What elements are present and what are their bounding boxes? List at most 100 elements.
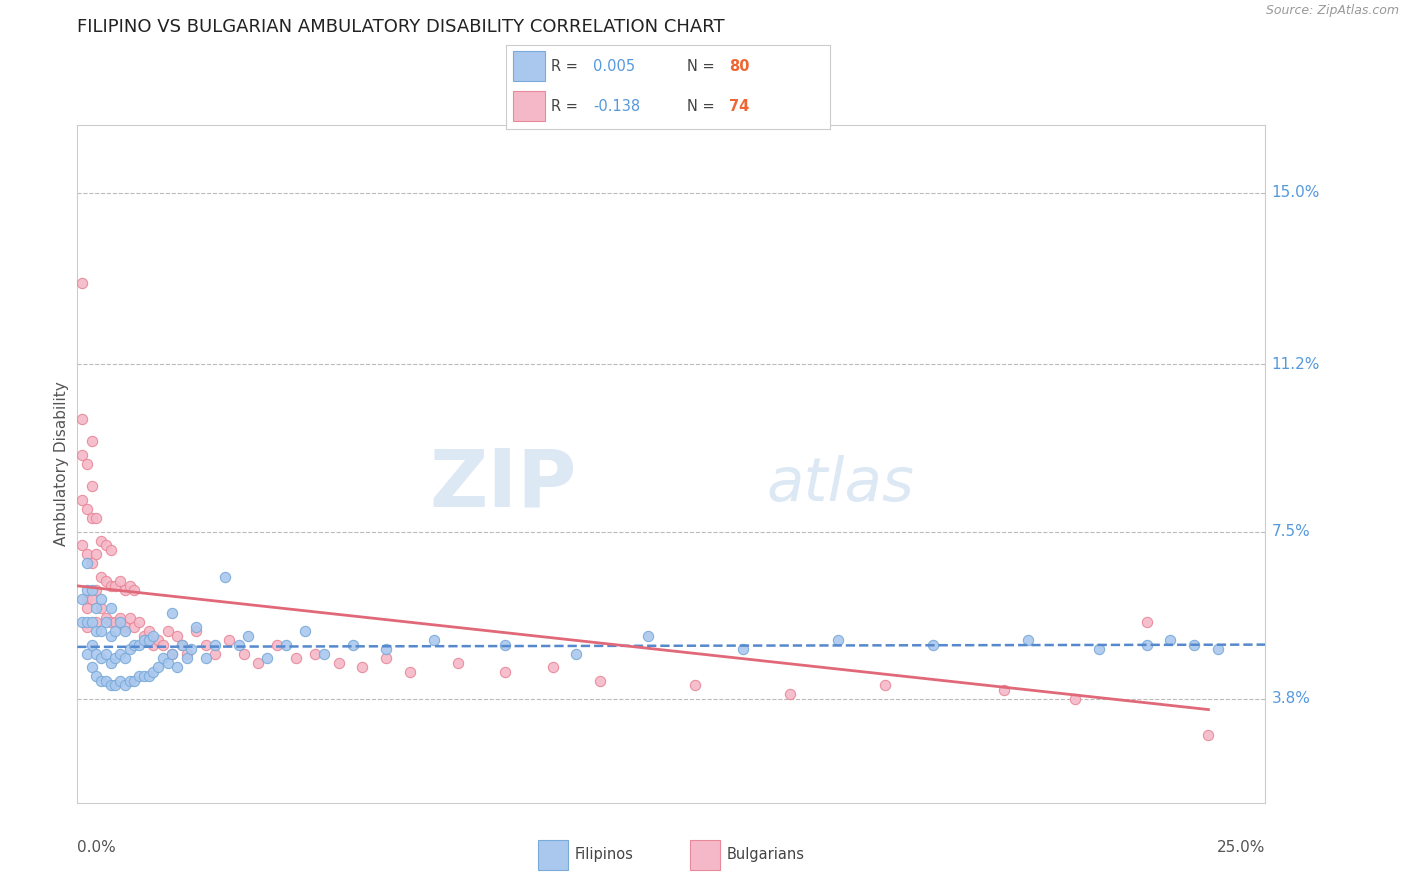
Point (94, 673, 117, 688)
Text: 25.0%: 25.0% (1218, 840, 1265, 855)
Point (304, 647, 326, 661)
Text: ZIP: ZIP (429, 445, 576, 524)
Point (204, 638, 226, 652)
Point (76, 647, 98, 661)
Point (124, 583, 146, 598)
Point (108, 615, 131, 629)
Point (76, 615, 98, 629)
Point (100, 629, 122, 643)
Point (142, 638, 165, 652)
Point (104, 579, 127, 593)
Point (218, 633, 240, 648)
Point (108, 673, 131, 688)
Point (86, 511, 108, 525)
Y-axis label: Ambulatory Disability: Ambulatory Disability (53, 382, 69, 546)
Point (94, 647, 117, 661)
Point (146, 633, 169, 648)
Point (156, 624, 179, 638)
Point (86, 615, 108, 629)
Point (194, 651, 217, 665)
Point (70, 493, 93, 508)
Point (1088, 642, 1111, 657)
Text: R =: R = (551, 98, 583, 113)
Point (104, 624, 127, 638)
Point (138, 633, 160, 648)
Point (342, 638, 364, 652)
Text: 3.8%: 3.8% (1271, 691, 1310, 706)
Point (176, 651, 198, 665)
Point (423, 633, 446, 648)
Point (76, 601, 98, 615)
Point (180, 642, 202, 657)
Point (170, 638, 193, 652)
Point (186, 624, 208, 638)
Point (80, 660, 103, 674)
Point (124, 673, 146, 688)
Text: 0.0%: 0.0% (77, 840, 117, 855)
Point (104, 651, 127, 665)
Text: 15.0%: 15.0% (1271, 186, 1320, 200)
Point (132, 669, 155, 683)
Text: atlas: atlas (766, 455, 914, 514)
Point (80, 592, 103, 607)
Point (80, 556, 103, 570)
Point (86, 601, 108, 615)
Point (1017, 633, 1039, 648)
Point (993, 682, 1015, 697)
Point (104, 615, 127, 629)
Point (375, 651, 398, 665)
Point (731, 642, 754, 657)
Point (70, 592, 93, 607)
Point (80, 511, 103, 525)
Point (276, 638, 298, 652)
Point (100, 678, 122, 692)
Point (328, 656, 350, 670)
Point (76, 547, 98, 561)
Point (80, 638, 103, 652)
Point (114, 678, 136, 692)
Point (76, 619, 98, 633)
Text: Filipinos: Filipinos (575, 847, 634, 862)
Point (118, 673, 141, 688)
Point (100, 656, 122, 670)
Point (80, 479, 103, 493)
Point (80, 434, 103, 449)
Point (108, 610, 131, 624)
Point (114, 583, 136, 598)
Point (76, 457, 98, 471)
Point (70, 411, 93, 425)
Point (108, 647, 131, 661)
Point (166, 660, 188, 674)
Point (124, 638, 146, 652)
Point (132, 633, 155, 648)
Point (170, 638, 193, 652)
Point (399, 665, 422, 679)
Point (90, 651, 112, 665)
Point (138, 624, 160, 638)
Point (637, 629, 659, 643)
Point (1136, 638, 1159, 652)
Point (118, 579, 141, 593)
Point (114, 624, 136, 638)
Point (114, 619, 136, 633)
Point (352, 660, 374, 674)
Point (76, 592, 98, 607)
Bar (513, 52, 546, 81)
Point (76, 556, 98, 570)
Point (152, 651, 174, 665)
Point (86, 669, 108, 683)
Point (214, 570, 236, 584)
Point (128, 638, 150, 652)
Point (124, 619, 146, 633)
Point (176, 647, 198, 661)
Point (142, 665, 165, 679)
Point (80, 583, 103, 598)
Point (232, 647, 254, 661)
Text: Bulgarians: Bulgarians (727, 847, 804, 862)
Point (494, 638, 516, 652)
Point (90, 570, 112, 584)
Point (100, 601, 122, 615)
Point (1197, 728, 1219, 742)
Point (204, 647, 226, 661)
Point (683, 678, 706, 692)
